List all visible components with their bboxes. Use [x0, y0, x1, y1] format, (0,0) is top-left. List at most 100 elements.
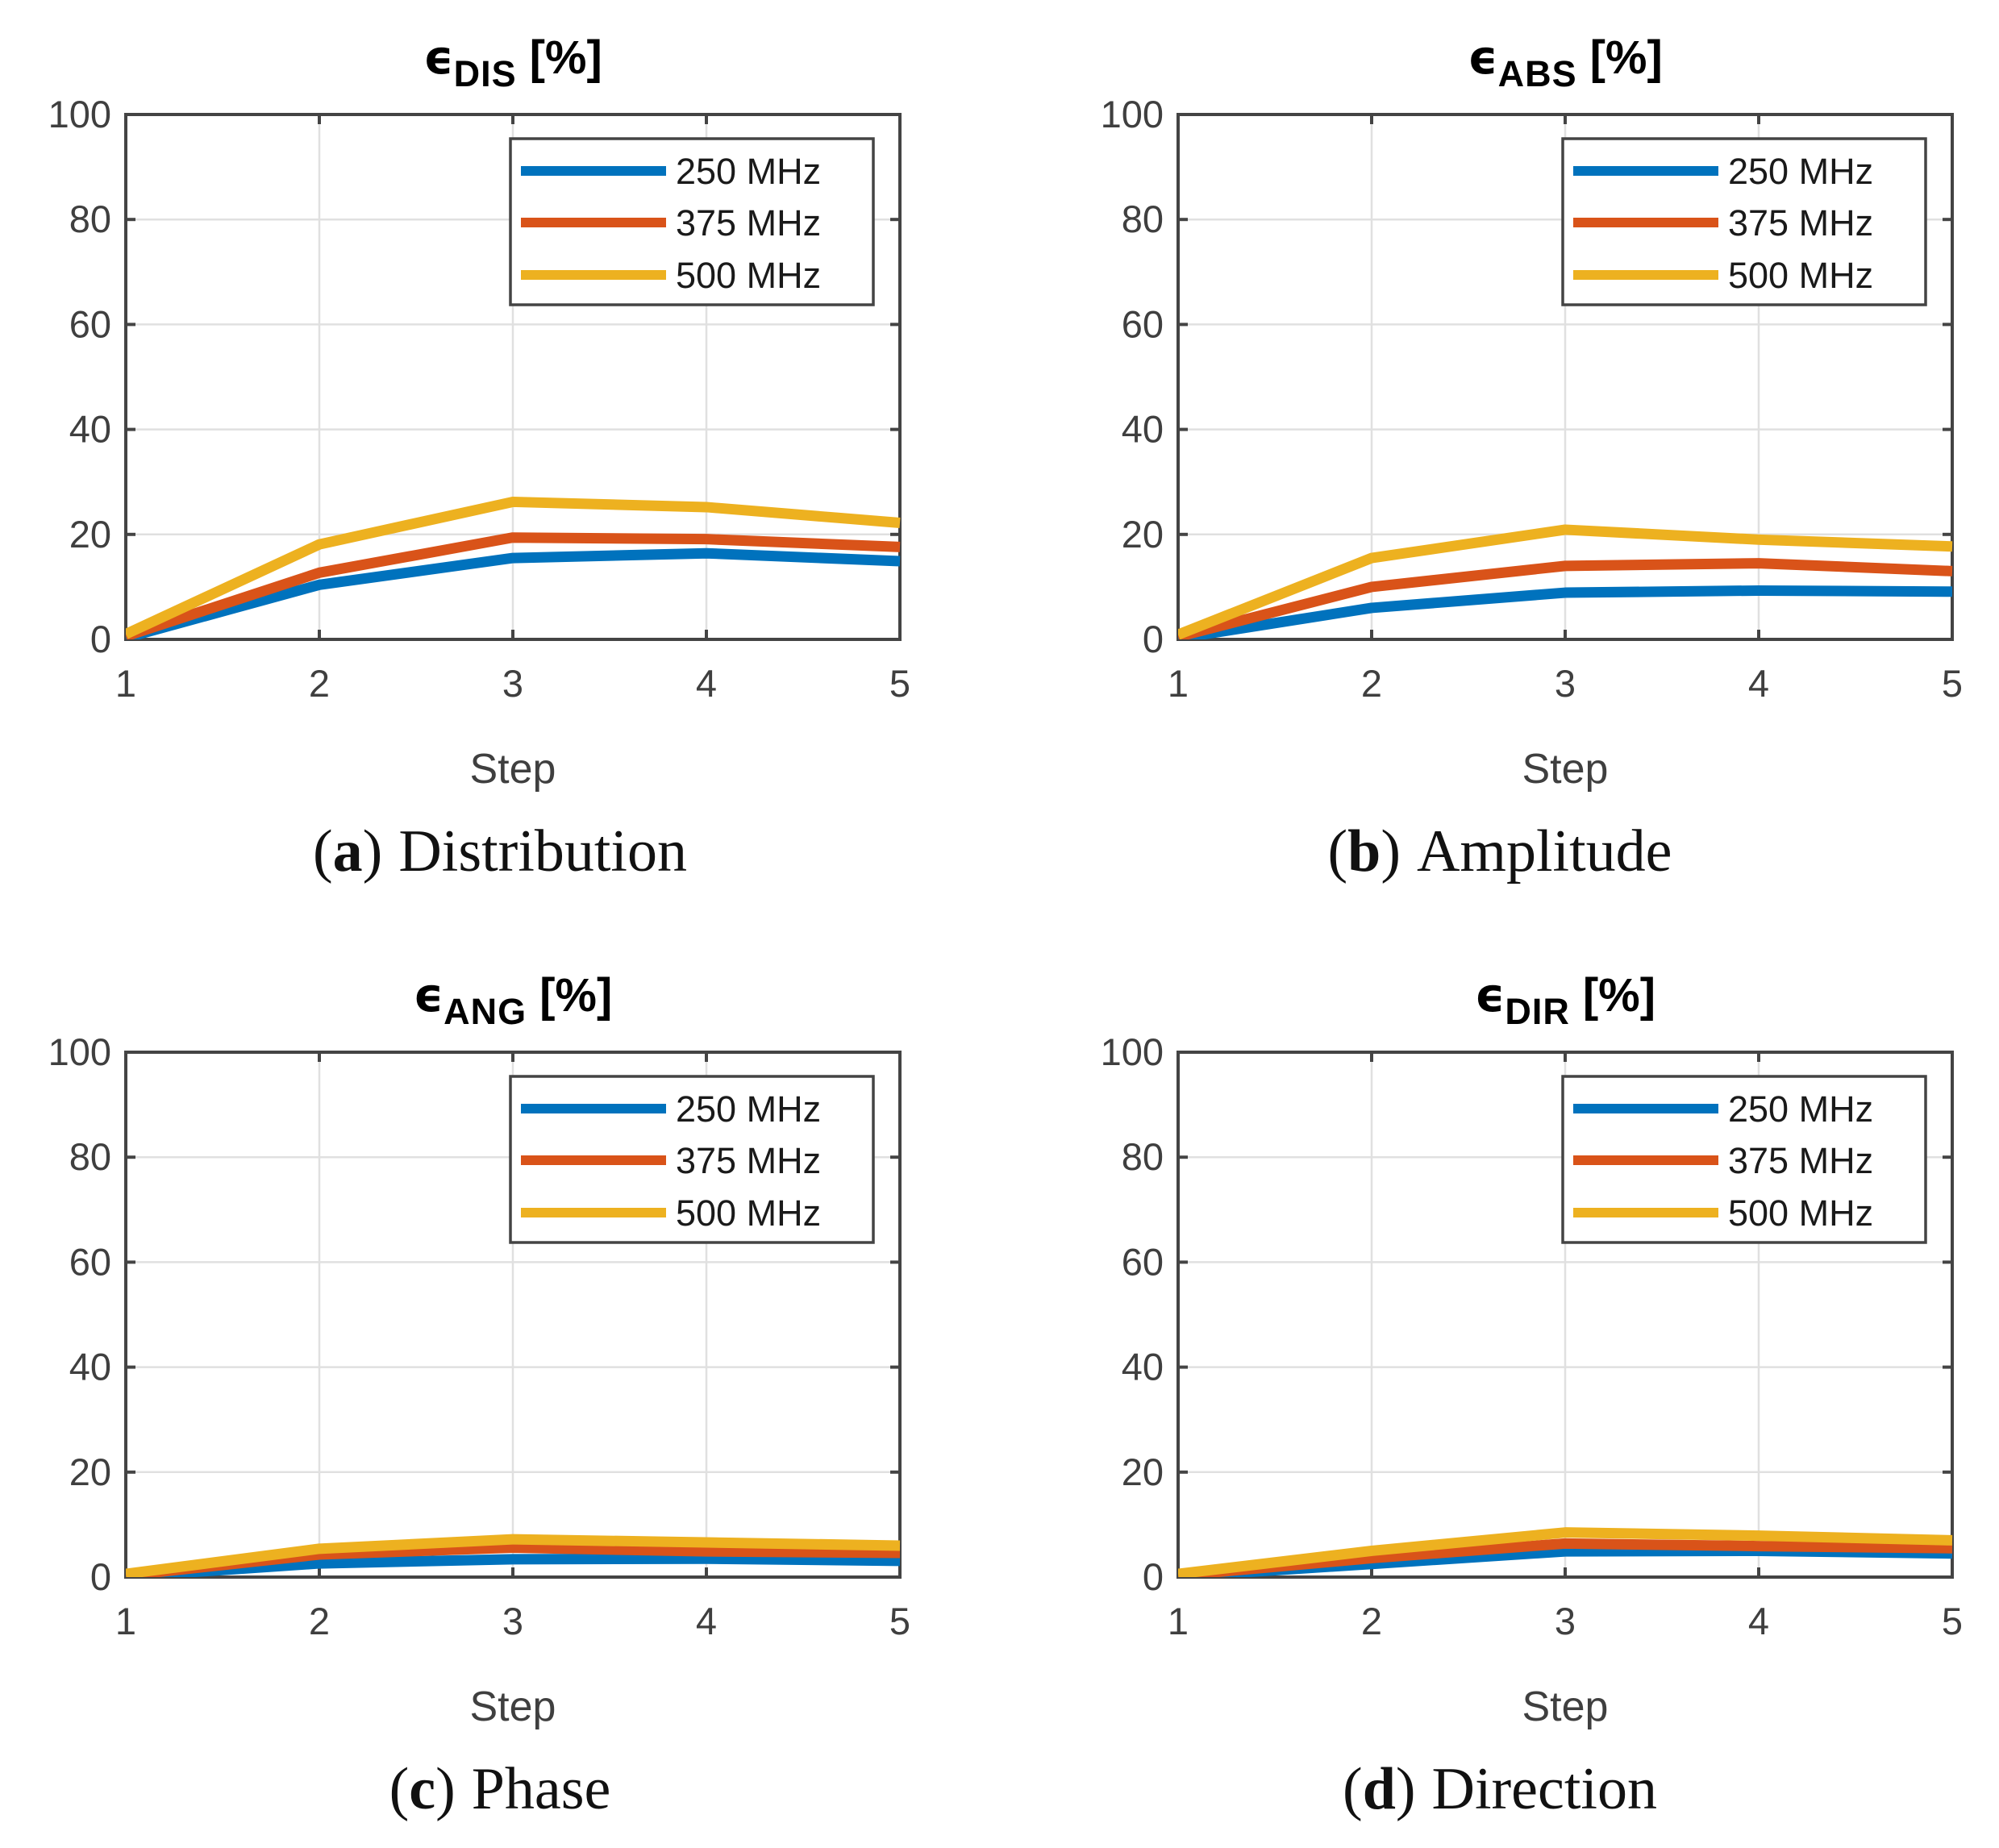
- x-tick-label: 5: [1942, 1600, 1963, 1642]
- x-tick-label: 2: [1361, 1600, 1382, 1642]
- title-unit: [%]: [1582, 969, 1656, 1022]
- title-subscript: DIR: [1505, 991, 1570, 1032]
- x-axis-label: Step: [1522, 1684, 1609, 1730]
- legend-label: 375 MHz: [676, 202, 821, 243]
- caption-paren: ): [1395, 1756, 1416, 1822]
- y-tick-label: 40: [1122, 408, 1164, 451]
- caption-paren: ): [362, 818, 383, 884]
- title-subscript: ANG: [444, 991, 527, 1032]
- y-tick-label: 20: [1122, 513, 1164, 556]
- x-tick-label: 3: [1555, 1600, 1576, 1642]
- plot-area-d: 1 2 3 4 5 0 20 40 60 80 100 Step 250 MHz 375 MHz 500 M…: [1101, 1030, 1963, 1730]
- series-line-375-mhz: [126, 532, 901, 639]
- y-tick-label: 0: [90, 1555, 111, 1598]
- series-line-500-mhz: [126, 1534, 901, 1577]
- series-line-250-mhz: [126, 1553, 901, 1577]
- title-unit: [%]: [539, 969, 613, 1022]
- x-tick-label: 1: [115, 662, 136, 705]
- y-tick-label: 80: [69, 1135, 111, 1178]
- legend-label: 375 MHz: [1728, 1140, 1873, 1181]
- caption-tag: c: [409, 1756, 436, 1822]
- chart-title-a: ϵDIS [%]: [126, 29, 900, 102]
- legend-label: 375 MHz: [676, 1140, 821, 1181]
- y-tick-label: 100: [1101, 1030, 1164, 1073]
- epsilon-symbol: ϵ: [413, 968, 444, 1022]
- legend-label: 250 MHz: [1728, 151, 1873, 192]
- caption-paren: (: [313, 818, 333, 884]
- y-tick-label: 60: [1122, 302, 1164, 345]
- legend-label: 500 MHz: [1728, 255, 1873, 296]
- series-line-500-mhz: [1178, 524, 1953, 639]
- x-tick-label: 2: [309, 662, 330, 705]
- epsilon-symbol: ϵ: [1474, 968, 1505, 1022]
- x-tick-label: 5: [1942, 662, 1963, 705]
- series-line-375-mhz: [1178, 558, 1953, 639]
- y-tick-label: 0: [1143, 1555, 1164, 1598]
- y-tick-label: 100: [48, 93, 111, 135]
- series-line-250-mhz: [126, 547, 901, 639]
- y-tick-label: 60: [69, 302, 111, 345]
- y-tick-label: 40: [1122, 1346, 1164, 1388]
- x-tick-label: 3: [502, 662, 523, 705]
- x-axis-label: Step: [1522, 746, 1609, 793]
- legend-label: 250 MHz: [676, 1088, 821, 1130]
- caption-paren: ): [1381, 818, 1401, 884]
- legend-label: 500 MHz: [676, 1192, 821, 1234]
- legend-label: 250 MHz: [1728, 1088, 1873, 1130]
- y-tick-label: 100: [1101, 93, 1164, 135]
- epsilon-symbol: ϵ: [423, 30, 454, 85]
- y-tick-label: 80: [69, 198, 111, 240]
- series-line-250-mhz: [1178, 585, 1953, 639]
- legend-label: 375 MHz: [1728, 202, 1873, 243]
- plot-area-c: 1 2 3 4 5 0 20 40 60 80 100 Step 250 MHz 375 MHz 500 M…: [48, 1030, 910, 1730]
- x-tick-label: 5: [889, 662, 910, 705]
- subplot-c: ϵANG [%] 1 2 3 4 5 0 20 40 60 80 100 Step 250 MHz 375 …: [0, 938, 1000, 1848]
- chart-title-d: ϵDIR [%]: [1178, 967, 1952, 1040]
- caption-text: Amplitude: [1416, 818, 1672, 884]
- title-unit: [%]: [1589, 31, 1663, 84]
- y-tick-label: 20: [69, 513, 111, 556]
- caption-tag: d: [1362, 1756, 1396, 1822]
- title-subscript: DIS: [453, 53, 517, 94]
- y-tick-label: 0: [90, 618, 111, 660]
- x-tick-label: 1: [115, 1600, 136, 1642]
- plot-area-a: 1 2 3 4 5 0 20 40 60 80 100 Step 250 MHz 375 MHz 500 M…: [48, 93, 910, 793]
- subplot-a: ϵDIS [%] 1 2 3 4 5 0 20 40 60 80 100 Step 250 MHz 375 …: [0, 0, 1000, 910]
- caption-text: Distribution: [398, 818, 687, 884]
- y-tick-label: 60: [1122, 1240, 1164, 1283]
- y-tick-label: 40: [69, 408, 111, 451]
- caption-paren: (: [1343, 1756, 1363, 1822]
- legend-label: 500 MHz: [676, 255, 821, 296]
- caption-c: (c) Phase: [0, 1755, 1000, 1824]
- caption-d: (d) Direction: [1000, 1755, 1999, 1824]
- caption-tag: a: [332, 818, 363, 884]
- series-line-500-mhz: [1178, 1527, 1953, 1577]
- y-tick-label: 80: [1122, 1135, 1164, 1178]
- caption-text: Direction: [1431, 1756, 1657, 1822]
- legend-label: 250 MHz: [676, 151, 821, 192]
- subplot-d: ϵDIR [%] 1 2 3 4 5 0 20 40 60 80 100 Step 250 MHz 375 …: [1000, 938, 1999, 1848]
- x-tick-label: 4: [1748, 1600, 1769, 1642]
- y-tick-label: 60: [69, 1240, 111, 1283]
- x-tick-label: 4: [696, 1600, 717, 1642]
- caption-a: (a) Distribution: [0, 818, 1000, 886]
- y-tick-label: 20: [69, 1451, 111, 1493]
- y-tick-label: 0: [1143, 618, 1164, 660]
- y-tick-label: 80: [1122, 198, 1164, 240]
- y-tick-label: 100: [48, 1030, 111, 1073]
- chart-title-b: ϵABS [%]: [1178, 29, 1952, 102]
- series-line-500-mhz: [126, 496, 901, 639]
- x-tick-label: 4: [1748, 662, 1769, 705]
- x-tick-label: 3: [502, 1600, 523, 1642]
- title-subscript: ABS: [1497, 53, 1577, 94]
- x-axis-label: Step: [470, 746, 556, 793]
- x-tick-label: 1: [1168, 1600, 1189, 1642]
- x-tick-label: 5: [889, 1600, 910, 1642]
- caption-paren: ): [435, 1756, 456, 1822]
- caption-text: Phase: [471, 1756, 611, 1822]
- title-unit: [%]: [529, 31, 602, 84]
- y-tick-label: 40: [69, 1346, 111, 1388]
- caption-paren: (: [1327, 818, 1348, 884]
- caption-tag: b: [1347, 818, 1381, 884]
